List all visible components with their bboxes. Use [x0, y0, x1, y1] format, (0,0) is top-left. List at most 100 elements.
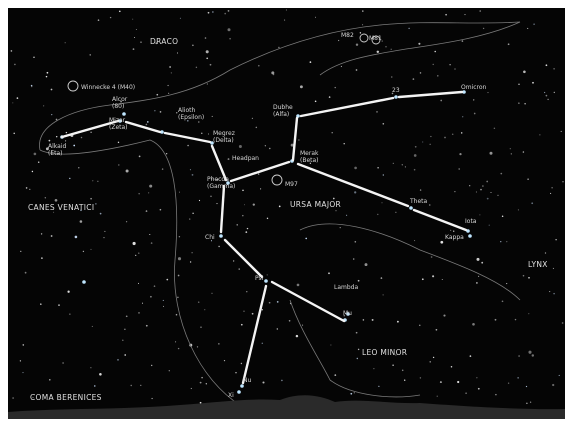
- star: [518, 84, 520, 86]
- star: [122, 340, 124, 342]
- star: [262, 343, 263, 344]
- star: [414, 240, 415, 241]
- star: [495, 394, 497, 396]
- star: [180, 18, 181, 19]
- star: [524, 103, 525, 104]
- star: [550, 193, 551, 194]
- star: [483, 28, 484, 29]
- star: [156, 94, 158, 96]
- star: [420, 189, 421, 190]
- star: [256, 127, 258, 128]
- star: [229, 38, 231, 40]
- star: [56, 136, 57, 137]
- star: [81, 137, 83, 139]
- star: [305, 238, 307, 240]
- star: [239, 268, 240, 269]
- star: [383, 174, 384, 175]
- star: [196, 67, 197, 68]
- star: [464, 14, 465, 15]
- star: [356, 69, 358, 71]
- star: [90, 54, 91, 55]
- sky-background: [8, 8, 565, 419]
- star: [133, 48, 135, 50]
- star: [478, 276, 479, 277]
- star: [192, 45, 194, 47]
- star: [381, 277, 383, 279]
- object-label: Winnecke 4 (M40): [81, 84, 135, 91]
- star: [45, 197, 46, 198]
- star: [118, 142, 119, 143]
- star: [377, 214, 378, 215]
- star: [43, 105, 44, 106]
- star: [33, 57, 35, 59]
- star: [146, 325, 148, 327]
- star: [470, 355, 472, 357]
- star: [481, 262, 483, 264]
- star: [377, 51, 379, 53]
- star: [190, 169, 191, 170]
- star: [527, 28, 528, 29]
- star: [454, 68, 456, 70]
- star: [355, 241, 357, 243]
- star: [433, 357, 434, 358]
- star: [422, 278, 424, 280]
- star: [65, 140, 66, 141]
- star-label: 23: [392, 87, 400, 94]
- star: [281, 380, 283, 382]
- star: [138, 283, 139, 284]
- star: [479, 214, 480, 215]
- star: [201, 133, 202, 134]
- star: [473, 99, 474, 100]
- star: [544, 92, 545, 93]
- star: [237, 224, 238, 225]
- star: [495, 319, 497, 321]
- page: DRACOCANES VENATICIURSA MAJORLYNXLEO MIN…: [0, 0, 573, 427]
- star: [440, 381, 442, 383]
- star: [526, 403, 527, 404]
- star: [179, 192, 180, 193]
- star: [224, 13, 226, 15]
- star: [296, 335, 298, 337]
- star: [200, 327, 201, 328]
- star: [354, 191, 356, 193]
- star-label: Omicron: [461, 84, 487, 91]
- star: [166, 153, 167, 154]
- star: [246, 291, 247, 292]
- star: [171, 72, 172, 73]
- star: [175, 341, 176, 342]
- star: [110, 17, 111, 18]
- star-label: Headpan: [232, 155, 259, 162]
- star: [151, 398, 152, 399]
- star: [517, 377, 518, 378]
- star: [440, 100, 442, 102]
- star: [73, 145, 75, 147]
- star: [136, 29, 137, 30]
- star: [356, 43, 358, 45]
- star: [561, 131, 562, 132]
- star: [65, 42, 66, 43]
- star: [518, 102, 519, 103]
- star: [502, 300, 504, 302]
- star: [228, 10, 230, 12]
- star: [362, 24, 363, 25]
- star: [350, 393, 352, 395]
- star: [330, 344, 331, 345]
- star: [83, 251, 84, 252]
- star: [465, 392, 467, 394]
- star: [189, 219, 190, 220]
- star: [391, 49, 392, 50]
- star: [487, 198, 489, 200]
- star: [502, 215, 504, 217]
- star-label: Megrez(Delta): [213, 130, 235, 144]
- star: [391, 76, 392, 77]
- star: [150, 296, 152, 298]
- star: [212, 11, 213, 12]
- star: [530, 402, 531, 403]
- star: [252, 313, 254, 315]
- star: [528, 313, 529, 314]
- star: [228, 158, 230, 160]
- star: [480, 189, 482, 191]
- star: [490, 152, 493, 155]
- star: [383, 123, 385, 125]
- star: [420, 72, 422, 74]
